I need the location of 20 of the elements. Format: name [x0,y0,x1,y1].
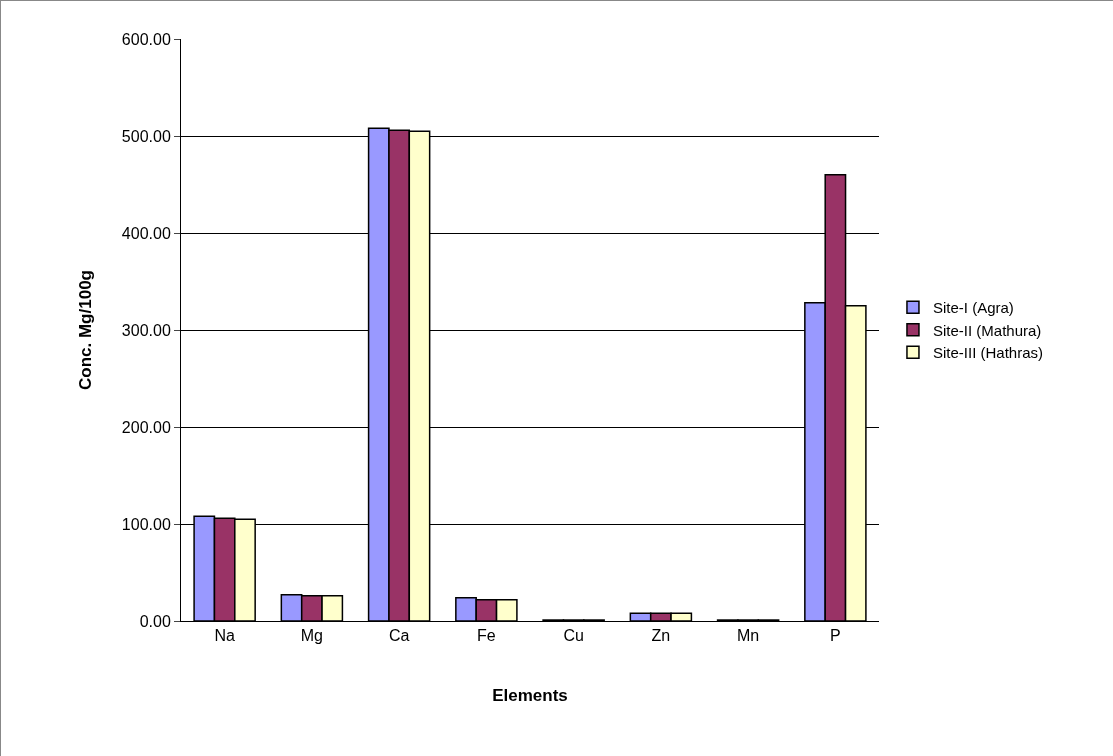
x-tick-label: Ca [388,627,410,645]
y-tick-label: 0.00 [139,612,171,630]
legend-label: Site-III (Hathras) [932,344,1043,362]
x-tick-label: Na [214,627,235,645]
y-tick-label: 300.00 [121,321,171,339]
y-tick-label: 400.00 [121,224,171,242]
x-tick-label: Mg [300,627,323,645]
x-tick-label: Zn [651,627,671,645]
x-axis-title: Elements [492,685,568,705]
y-axis-title: Conc. Mg/100g [76,270,96,390]
y-tick-label: 500.00 [121,127,171,145]
legend-label: Site-I (Agra) [932,299,1014,317]
x-tick-label: Fe [477,627,496,645]
legend-label: Site-II (Mathura) [932,321,1042,339]
y-tick-label: 100.00 [121,515,171,533]
x-tick-label: P [830,627,841,645]
y-tick-label: 200.00 [121,418,171,436]
x-tick-label: Mn [737,627,760,645]
y-tick-label: 600.00 [121,30,171,48]
x-tick-label: Cu [563,627,584,645]
